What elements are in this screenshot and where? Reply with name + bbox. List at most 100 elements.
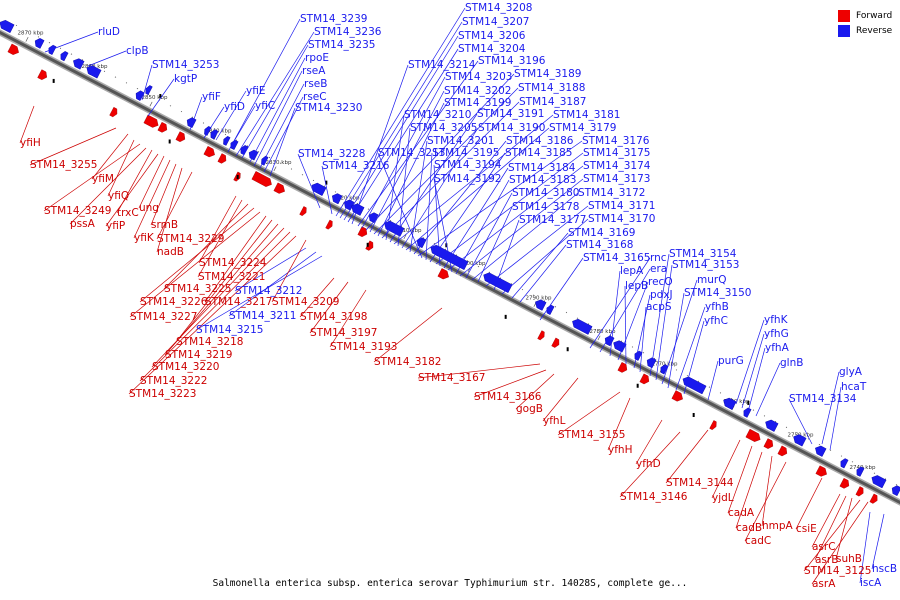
gene-label[interactable]: cadB: [736, 522, 762, 534]
gene-label[interactable]: glyA: [839, 366, 863, 378]
gene-label[interactable]: yfhG: [764, 328, 789, 340]
gene-label[interactable]: STM14_3199: [444, 97, 511, 109]
gene-label[interactable]: pdxJ: [650, 289, 673, 301]
gene-label[interactable]: STM14_3191: [477, 108, 544, 120]
gene-label[interactable]: STM14_3207: [462, 16, 529, 28]
gene-label[interactable]: STM14_3218: [176, 336, 243, 348]
gene-label[interactable]: trxC: [117, 207, 139, 219]
gene-label[interactable]: STM14_3255: [30, 159, 97, 171]
gene-label[interactable]: STM14_3213: [378, 147, 445, 159]
gene-label[interactable]: yfhD: [636, 458, 661, 470]
gene-label[interactable]: rseA: [302, 65, 326, 77]
gene-label[interactable]: STM14_3146: [620, 491, 688, 503]
gene-label[interactable]: STM14_3236: [314, 26, 382, 38]
gene-label[interactable]: srmB: [151, 219, 178, 231]
gene-label[interactable]: STM14_3181: [553, 109, 620, 121]
gene-label[interactable]: STM14_3196: [478, 55, 546, 67]
gene-label[interactable]: yfhA: [765, 342, 790, 354]
gene-label[interactable]: rluD: [98, 26, 120, 38]
gene-label[interactable]: STM14_3198: [300, 311, 367, 323]
gene-label[interactable]: STM14_3219: [165, 349, 232, 361]
gene-label[interactable]: STM14_3235: [308, 39, 375, 51]
gene-label[interactable]: STM14_3221: [198, 271, 265, 283]
gene-label[interactable]: STM14_3187: [519, 96, 586, 108]
gene-label[interactable]: STM14_3154: [669, 248, 737, 260]
gene-label[interactable]: STM14_3220: [152, 361, 219, 373]
gene-label[interactable]: STM14_3230: [295, 102, 362, 114]
gene-label[interactable]: STM14_3192: [434, 173, 501, 185]
gene-label[interactable]: suhB: [836, 553, 862, 565]
gene-label[interactable]: kgtP: [174, 73, 197, 85]
gene-label[interactable]: gogB: [516, 403, 543, 415]
gene-label[interactable]: asrC: [812, 541, 836, 553]
gene-label[interactable]: STM14_3134: [789, 393, 857, 405]
gene-label[interactable]: STM14_3190: [478, 122, 545, 134]
gene-label[interactable]: STM14_3204: [458, 43, 526, 55]
gene-label[interactable]: yfiM: [92, 173, 114, 185]
gene-label[interactable]: STM14_3182: [374, 356, 441, 368]
gene-label[interactable]: yfiH: [20, 137, 41, 149]
gene-label[interactable]: STM14_3227: [130, 311, 197, 323]
gene-label[interactable]: csiE: [796, 523, 817, 535]
gene-label[interactable]: STM14_3225: [164, 283, 231, 295]
gene-label[interactable]: cadA: [728, 507, 755, 519]
gene-label[interactable]: STM14_3153: [672, 259, 739, 271]
gene-label[interactable]: yfhC: [704, 315, 728, 327]
gene-label[interactable]: STM14_3211: [229, 310, 296, 322]
gene-label[interactable]: STM14_3172: [578, 187, 645, 199]
gene-label[interactable]: STM14_3189: [514, 68, 581, 80]
gene-label[interactable]: STM14_3174: [583, 160, 651, 172]
gene-label[interactable]: era: [650, 263, 667, 275]
gene-label[interactable]: lepA: [620, 265, 644, 277]
gene-label[interactable]: STM14_3185: [505, 147, 572, 159]
gene-label[interactable]: yfhK: [764, 314, 789, 326]
gene-label[interactable]: STM14_3226: [140, 296, 208, 308]
gene-label[interactable]: STM14_3217: [205, 296, 272, 308]
gene-label[interactable]: STM14_3206: [458, 30, 526, 42]
gene-label[interactable]: STM14_3169: [568, 227, 635, 239]
gene-label[interactable]: hcaT: [841, 381, 867, 393]
gene-label[interactable]: STM14_3155: [558, 429, 625, 441]
gene-label[interactable]: STM14_3195: [432, 147, 499, 159]
gene-label[interactable]: STM14_3125: [804, 565, 871, 577]
gene-label[interactable]: yfiC: [255, 100, 275, 112]
gene-label[interactable]: STM14_3150: [684, 287, 751, 299]
gene-label[interactable]: yfhL: [543, 415, 566, 427]
gene-label[interactable]: STM14_3179: [549, 122, 616, 134]
gene-label[interactable]: STM14_3176: [582, 135, 650, 147]
gene-label[interactable]: hscB: [872, 563, 897, 575]
gene-label[interactable]: STM14_3171: [588, 200, 655, 212]
gene-label[interactable]: yjdL: [712, 492, 734, 504]
gene-label[interactable]: STM14_3216: [322, 160, 390, 172]
gene-label[interactable]: asrA: [812, 578, 836, 590]
gene-label[interactable]: STM14_3170: [588, 213, 655, 225]
gene-label[interactable]: STM14_3184: [508, 162, 576, 174]
gene-label[interactable]: glnB: [780, 357, 803, 369]
gene-label[interactable]: STM14_3224: [199, 257, 267, 269]
gene-label[interactable]: yfiD: [224, 101, 245, 113]
gene-label[interactable]: yfiE: [246, 85, 265, 97]
gene-label[interactable]: rnc: [650, 252, 667, 264]
gene-label[interactable]: STM14_3209: [272, 296, 339, 308]
gene-label[interactable]: STM14_3239: [300, 13, 367, 25]
gene-label[interactable]: STM14_3210: [404, 109, 471, 121]
gene-label[interactable]: yfhB: [705, 301, 729, 313]
gene-label[interactable]: murQ: [697, 274, 726, 286]
gene-label[interactable]: STM14_3177: [519, 214, 586, 226]
gene-label[interactable]: yfiF: [202, 91, 221, 103]
gene-label[interactable]: yfiQ: [108, 190, 129, 202]
gene-label[interactable]: STM14_3229: [157, 233, 224, 245]
gene-label[interactable]: STM14_3222: [140, 375, 207, 387]
gene-label[interactable]: STM14_3201: [427, 135, 494, 147]
gene-label[interactable]: asrB: [815, 554, 838, 566]
gene-label[interactable]: STM14_3212: [235, 285, 302, 297]
gene-label[interactable]: STM14_3186: [506, 135, 574, 147]
gene-label[interactable]: STM14_3249: [44, 205, 111, 217]
gene-label[interactable]: pssA: [70, 218, 96, 230]
gene-label[interactable]: STM14_3214: [408, 59, 476, 71]
gene-label[interactable]: STM14_3175: [583, 147, 650, 159]
gene-label[interactable]: yfiP: [106, 220, 125, 232]
gene-label[interactable]: STM14_3228: [298, 148, 365, 160]
gene-label[interactable]: hmpA: [762, 520, 794, 532]
gene-label[interactable]: acpS: [646, 301, 672, 313]
